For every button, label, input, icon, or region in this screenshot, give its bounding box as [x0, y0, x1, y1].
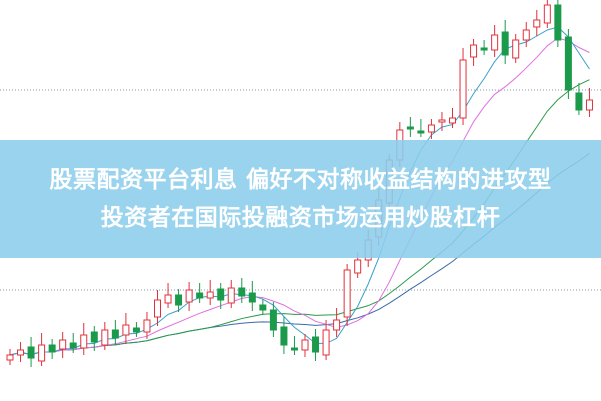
candle-body — [248, 292, 256, 303]
candle-body — [27, 346, 35, 359]
candle-body — [122, 324, 130, 336]
candle-body — [333, 319, 341, 331]
candle-body — [575, 92, 583, 111]
candle-body — [343, 269, 351, 318]
candle-body — [501, 31, 509, 56]
candle-body — [290, 347, 298, 351]
candle-body — [585, 99, 593, 111]
candle-body — [196, 292, 204, 299]
candle-body — [101, 329, 109, 346]
candle-body — [522, 29, 530, 41]
candle-body — [480, 47, 488, 51]
candle-body — [69, 342, 77, 349]
candle-body — [164, 294, 172, 304]
candle-body — [48, 344, 56, 353]
candle-body — [301, 339, 309, 351]
candle-body — [449, 117, 456, 124]
candle-body — [238, 287, 246, 297]
banner-title-line-2: 投资者在国际投融资市场运用炒股杠杆 — [100, 205, 501, 231]
candle-body — [59, 339, 67, 350]
banner-title-line-1: 股票配资平台利息 偏好不对称收益结构的进攻型 — [49, 167, 552, 193]
candle-body — [470, 44, 478, 58]
candle-body — [259, 304, 267, 311]
candle-body — [80, 334, 88, 349]
candle-body — [543, 4, 551, 24]
candle-body — [175, 294, 183, 306]
candle-body — [17, 349, 25, 356]
candle-body — [227, 287, 235, 304]
candle-body — [354, 259, 362, 274]
candle-body — [38, 344, 46, 362]
title-banner: 股票配资平台利息 偏好不对称收益结构的进攻型 投资者在国际投融资市场运用炒股杠杆 — [0, 140, 601, 258]
candle-body — [269, 309, 277, 331]
candle-body — [90, 331, 98, 343]
candle-body — [206, 291, 214, 299]
candle-body — [491, 34, 499, 51]
candle-body — [554, 4, 562, 41]
candle-body — [6, 354, 14, 361]
candle-body — [280, 326, 288, 346]
candle-body — [132, 327, 140, 333]
candle-body — [185, 289, 193, 303]
candle-body — [438, 119, 446, 123]
candle-body — [417, 130, 425, 134]
candle-body — [217, 288, 225, 301]
candle-body — [322, 329, 330, 356]
candle-body — [533, 19, 541, 28]
candle-body — [459, 59, 467, 119]
candle-body — [512, 39, 520, 59]
candle-body — [143, 319, 151, 333]
candle-body — [427, 124, 435, 133]
candle-body — [111, 329, 119, 339]
candle-body — [154, 299, 161, 318]
candle-body — [564, 36, 572, 91]
candle-body — [406, 126, 414, 130]
candle-body — [312, 336, 320, 353]
